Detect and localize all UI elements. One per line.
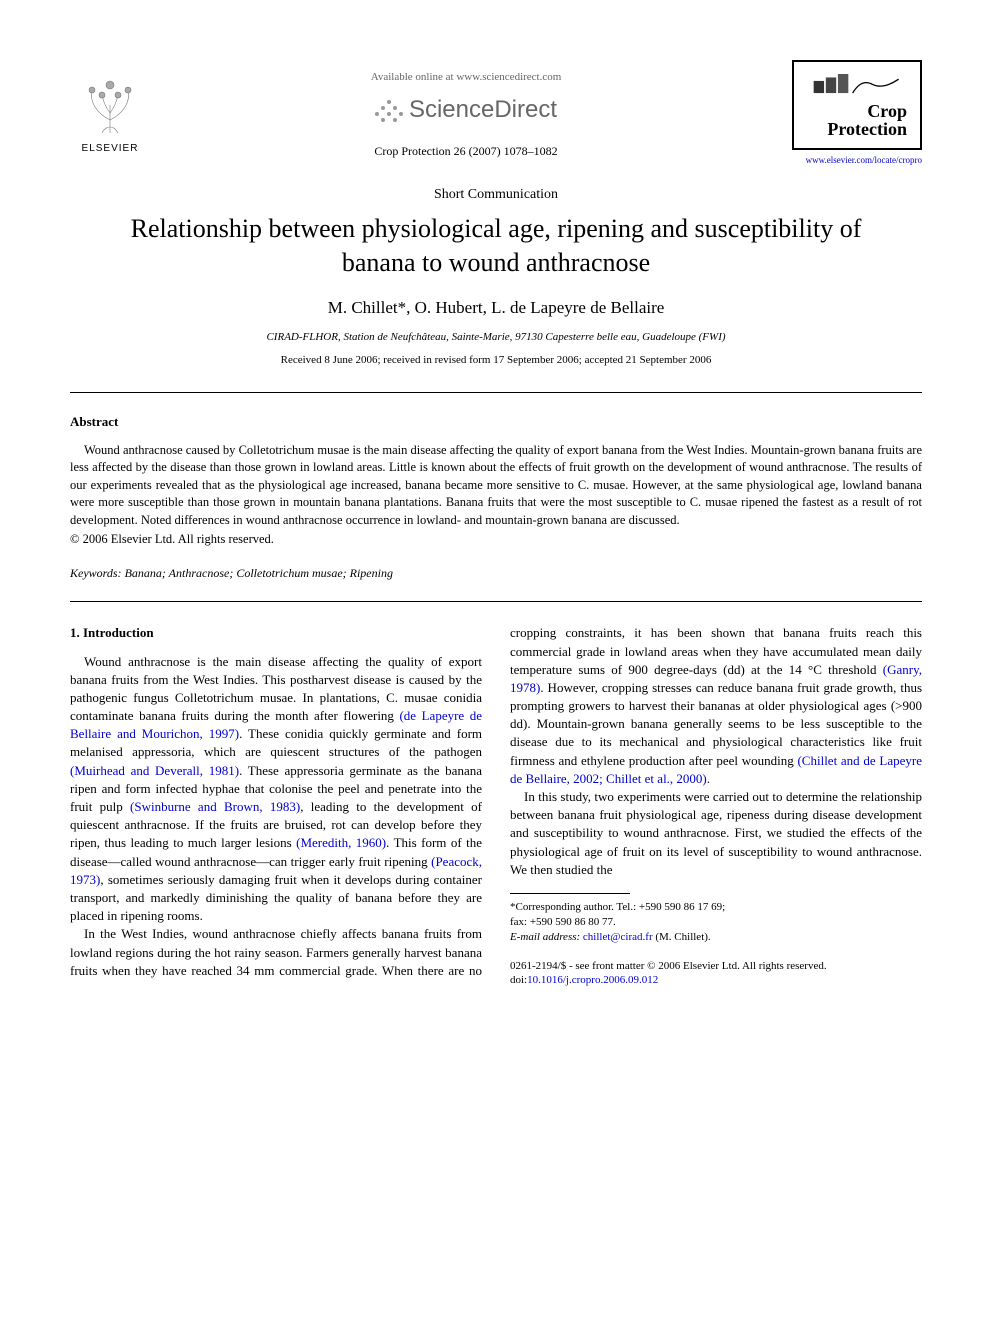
front-matter-text: 0261-2194/$ - see front matter © 2006 El… bbox=[510, 959, 922, 974]
corresponding-email-line: E-mail address: chillet@cirad.fr (M. Chi… bbox=[510, 930, 922, 945]
p1-text-f: , sometimes seriously damaging fruit whe… bbox=[70, 872, 482, 923]
article-dates: Received 8 June 2006; received in revise… bbox=[70, 353, 922, 368]
sciencedirect-logo: ScienceDirect bbox=[150, 93, 782, 127]
keywords-label: Keywords: bbox=[70, 566, 122, 580]
abstract-block: Abstract Wound anthracnose caused by Col… bbox=[70, 413, 922, 548]
intro-paragraph-1: Wound anthracnose is the main disease af… bbox=[70, 653, 482, 926]
keywords: Keywords: Banana; Anthracnose; Colletotr… bbox=[70, 565, 922, 582]
journal-graphic-icon bbox=[807, 72, 907, 102]
publisher-logo-block: ELSEVIER bbox=[70, 60, 150, 156]
citation-link[interactable]: (Meredith, 1960) bbox=[296, 835, 386, 850]
footnote-block: *Corresponding author. Tel.: +590 590 86… bbox=[510, 893, 922, 988]
header-row: ELSEVIER Available online at www.science… bbox=[70, 60, 922, 167]
center-header: Available online at www.sciencedirect.co… bbox=[150, 60, 782, 160]
sciencedirect-dots-icon bbox=[375, 98, 403, 122]
citation-link[interactable]: (Swinburne and Brown, 1983) bbox=[130, 799, 300, 814]
doi-prefix: doi: bbox=[510, 974, 527, 986]
footer-copyright: 0261-2194/$ - see front matter © 2006 El… bbox=[510, 959, 922, 989]
journal-reference: Crop Protection 26 (2007) 1078–1082 bbox=[150, 143, 782, 160]
article-title: Relationship between physiological age, … bbox=[70, 212, 922, 280]
corresponding-fax: fax: +590 590 86 80 77. bbox=[510, 915, 922, 930]
affiliation: CIRAD-FLHOR, Station de Neufchâteau, Sai… bbox=[70, 330, 922, 345]
keywords-text: Banana; Anthracnose; Colletotrichum musa… bbox=[122, 566, 393, 580]
publisher-label: ELSEVIER bbox=[70, 142, 150, 156]
article-type: Short Communication bbox=[70, 185, 922, 205]
footnote-separator bbox=[510, 893, 630, 894]
journal-name-line1: Crop bbox=[807, 102, 907, 120]
journal-cover-icon: Crop Protection bbox=[792, 60, 922, 150]
journal-logo-text: Crop Protection bbox=[807, 102, 907, 138]
section-heading-1: 1. Introduction bbox=[70, 624, 482, 642]
intro-paragraph-3: In this study, two experiments were carr… bbox=[510, 788, 922, 879]
sciencedirect-text: ScienceDirect bbox=[409, 93, 557, 127]
rule-bottom bbox=[70, 601, 922, 602]
corresponding-author: *Corresponding author. Tel.: +590 590 86… bbox=[510, 900, 922, 945]
doi-link[interactable]: 10.1016/j.cropro.2006.09.012 bbox=[527, 974, 658, 986]
available-online-text: Available online at www.sciencedirect.co… bbox=[150, 70, 782, 85]
abstract-heading: Abstract bbox=[70, 413, 922, 431]
journal-url[interactable]: www.elsevier.com/locate/cropro bbox=[782, 154, 922, 167]
doi-line: doi:10.1016/j.cropro.2006.09.012 bbox=[510, 973, 922, 988]
abstract-text: Wound anthracnose caused by Colletotrich… bbox=[70, 442, 922, 530]
p2-text-c: . bbox=[707, 771, 710, 786]
journal-name-line2: Protection bbox=[807, 120, 907, 138]
elsevier-tree-icon bbox=[75, 60, 145, 140]
email-label: E-mail address: bbox=[510, 931, 583, 943]
email-suffix: (M. Chillet). bbox=[653, 931, 711, 943]
journal-logo-block: Crop Protection www.elsevier.com/locate/… bbox=[782, 60, 922, 167]
body-columns: 1. Introduction Wound anthracnose is the… bbox=[70, 624, 922, 988]
email-link[interactable]: chillet@cirad.fr bbox=[583, 931, 653, 943]
citation-link[interactable]: (Muirhead and Deverall, 1981) bbox=[70, 763, 239, 778]
abstract-copyright: © 2006 Elsevier Ltd. All rights reserved… bbox=[70, 531, 922, 549]
authors: M. Chillet*, O. Hubert, L. de Lapeyre de… bbox=[70, 296, 922, 320]
rule-top bbox=[70, 392, 922, 393]
corresponding-tel: *Corresponding author. Tel.: +590 590 86… bbox=[510, 900, 922, 915]
